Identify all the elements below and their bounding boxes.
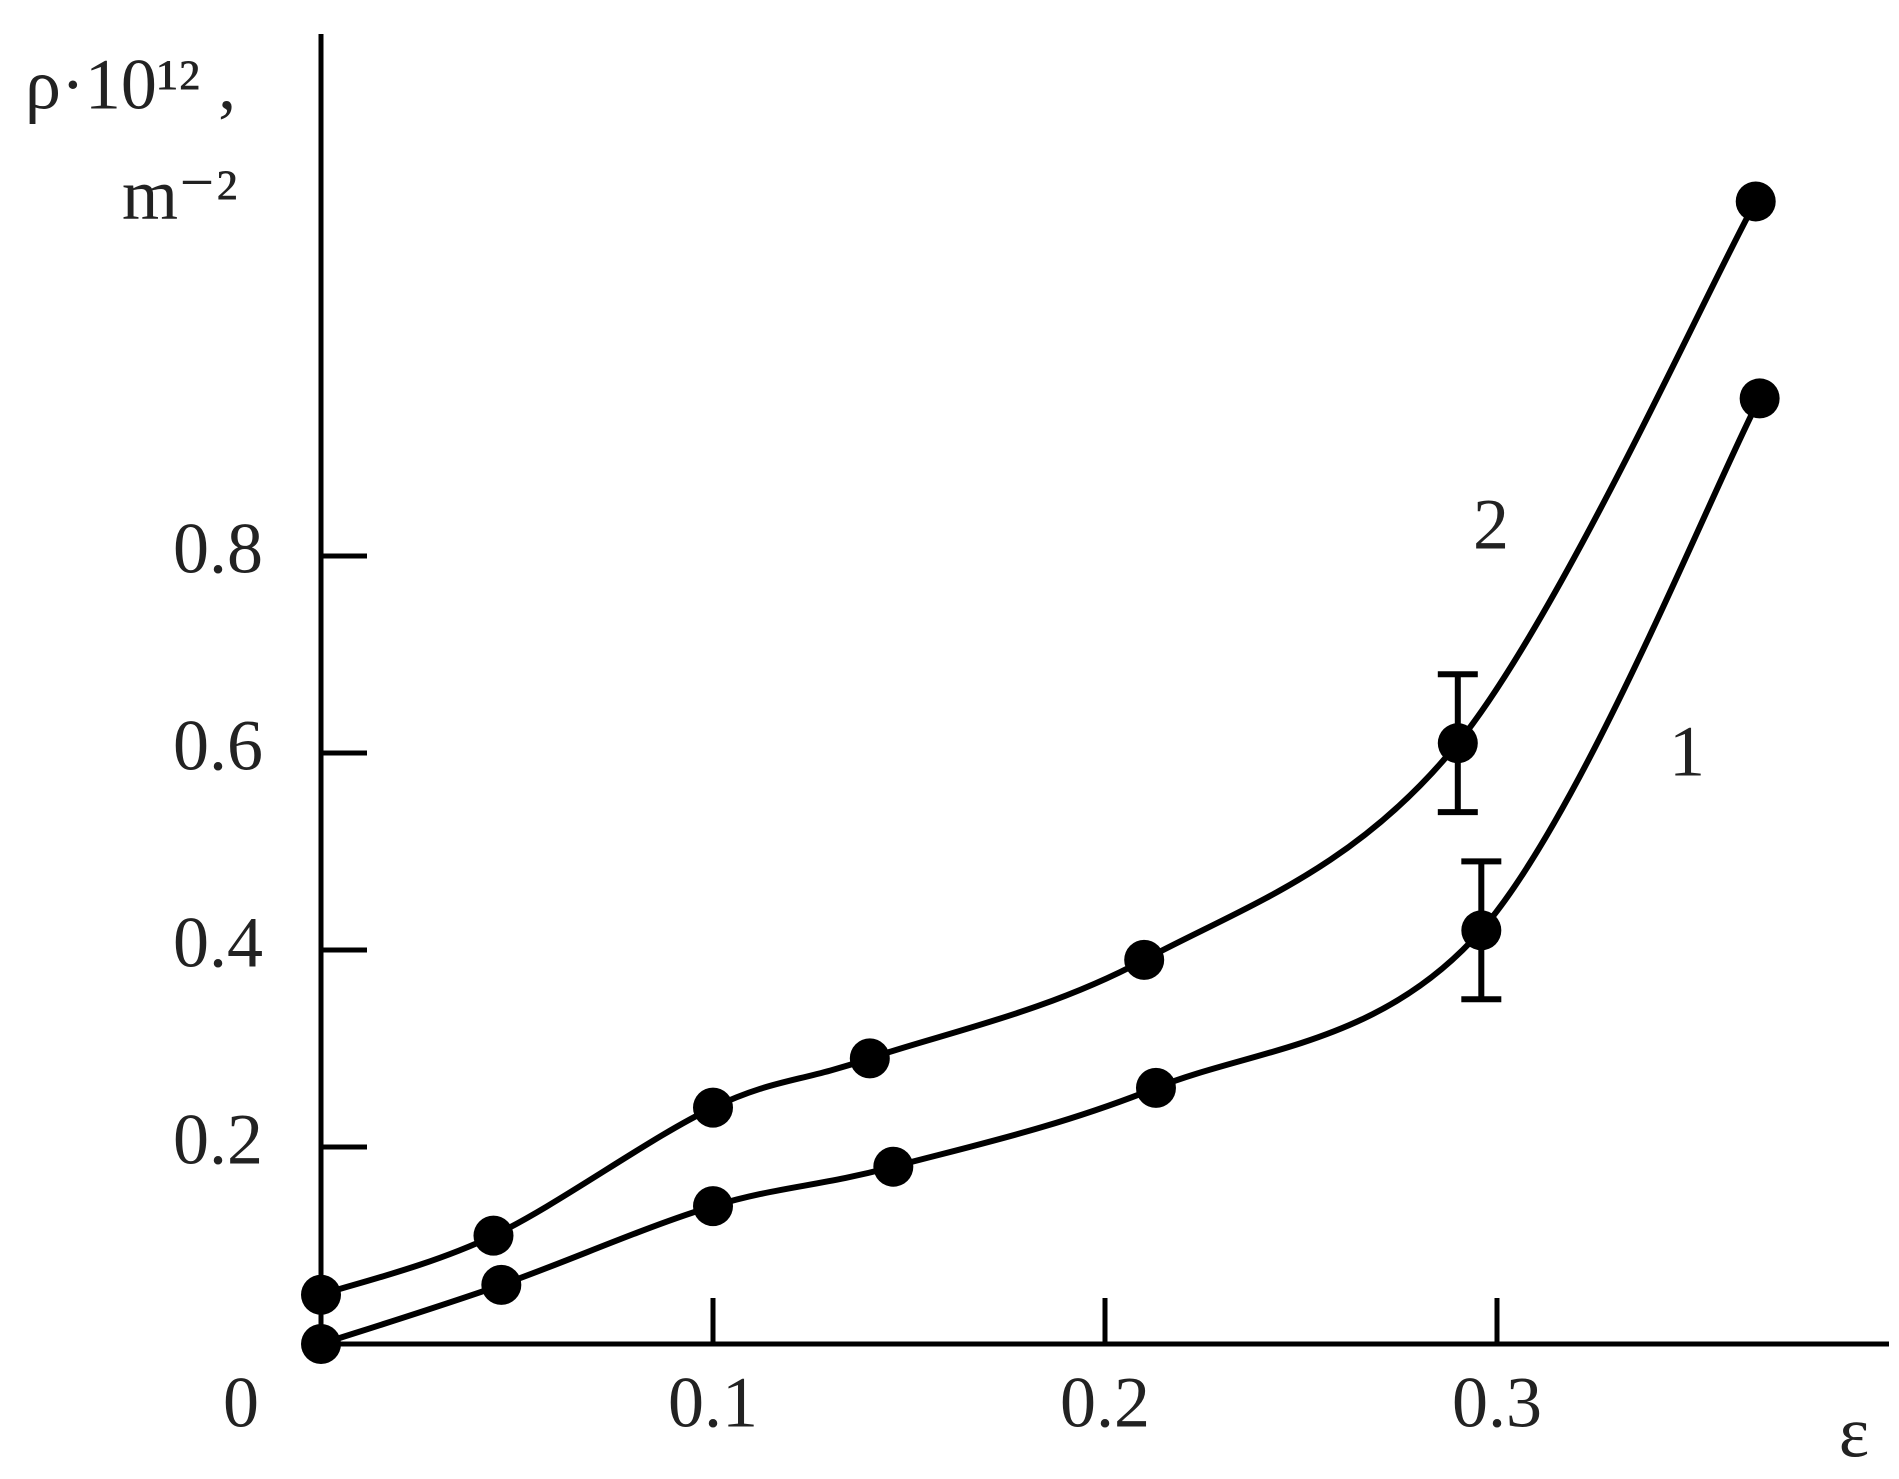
data-point [481,1264,522,1305]
x-tick-label: 0.3 [1452,1363,1542,1443]
x-tick-label: 0 [223,1363,259,1443]
error-bar [1461,858,1502,1003]
series-line [320,199,1759,1298]
data-point [301,1274,341,1315]
series-label: 1 [1669,712,1705,792]
y-tick-label: 0.4 [173,903,263,983]
series-label: 2 [1473,485,1509,565]
data-point [693,1087,733,1128]
data-point [473,1215,514,1256]
data-point [1135,1067,1176,1108]
data-point [849,1038,890,1079]
data-point [873,1146,914,1187]
y-axis-label: ρ·10¹² , [25,45,236,125]
y-tick-label: 0.2 [173,1100,263,1180]
y-tick-label: 0.8 [173,509,263,589]
x-axis-label: ε [1839,1393,1869,1473]
y-tick-label: 0.6 [173,706,263,786]
series-line [320,397,1763,1347]
x-tick-label: 0.2 [1060,1363,1150,1443]
data-point [301,1324,341,1364]
data-point [693,1186,733,1227]
x-tick-label: 0.1 [668,1363,758,1443]
data-point [1124,939,1165,980]
error-bar [1437,671,1478,816]
data-point [1739,378,1780,419]
y-axis-label: m⁻² [122,155,238,235]
data-point [1735,181,1776,222]
